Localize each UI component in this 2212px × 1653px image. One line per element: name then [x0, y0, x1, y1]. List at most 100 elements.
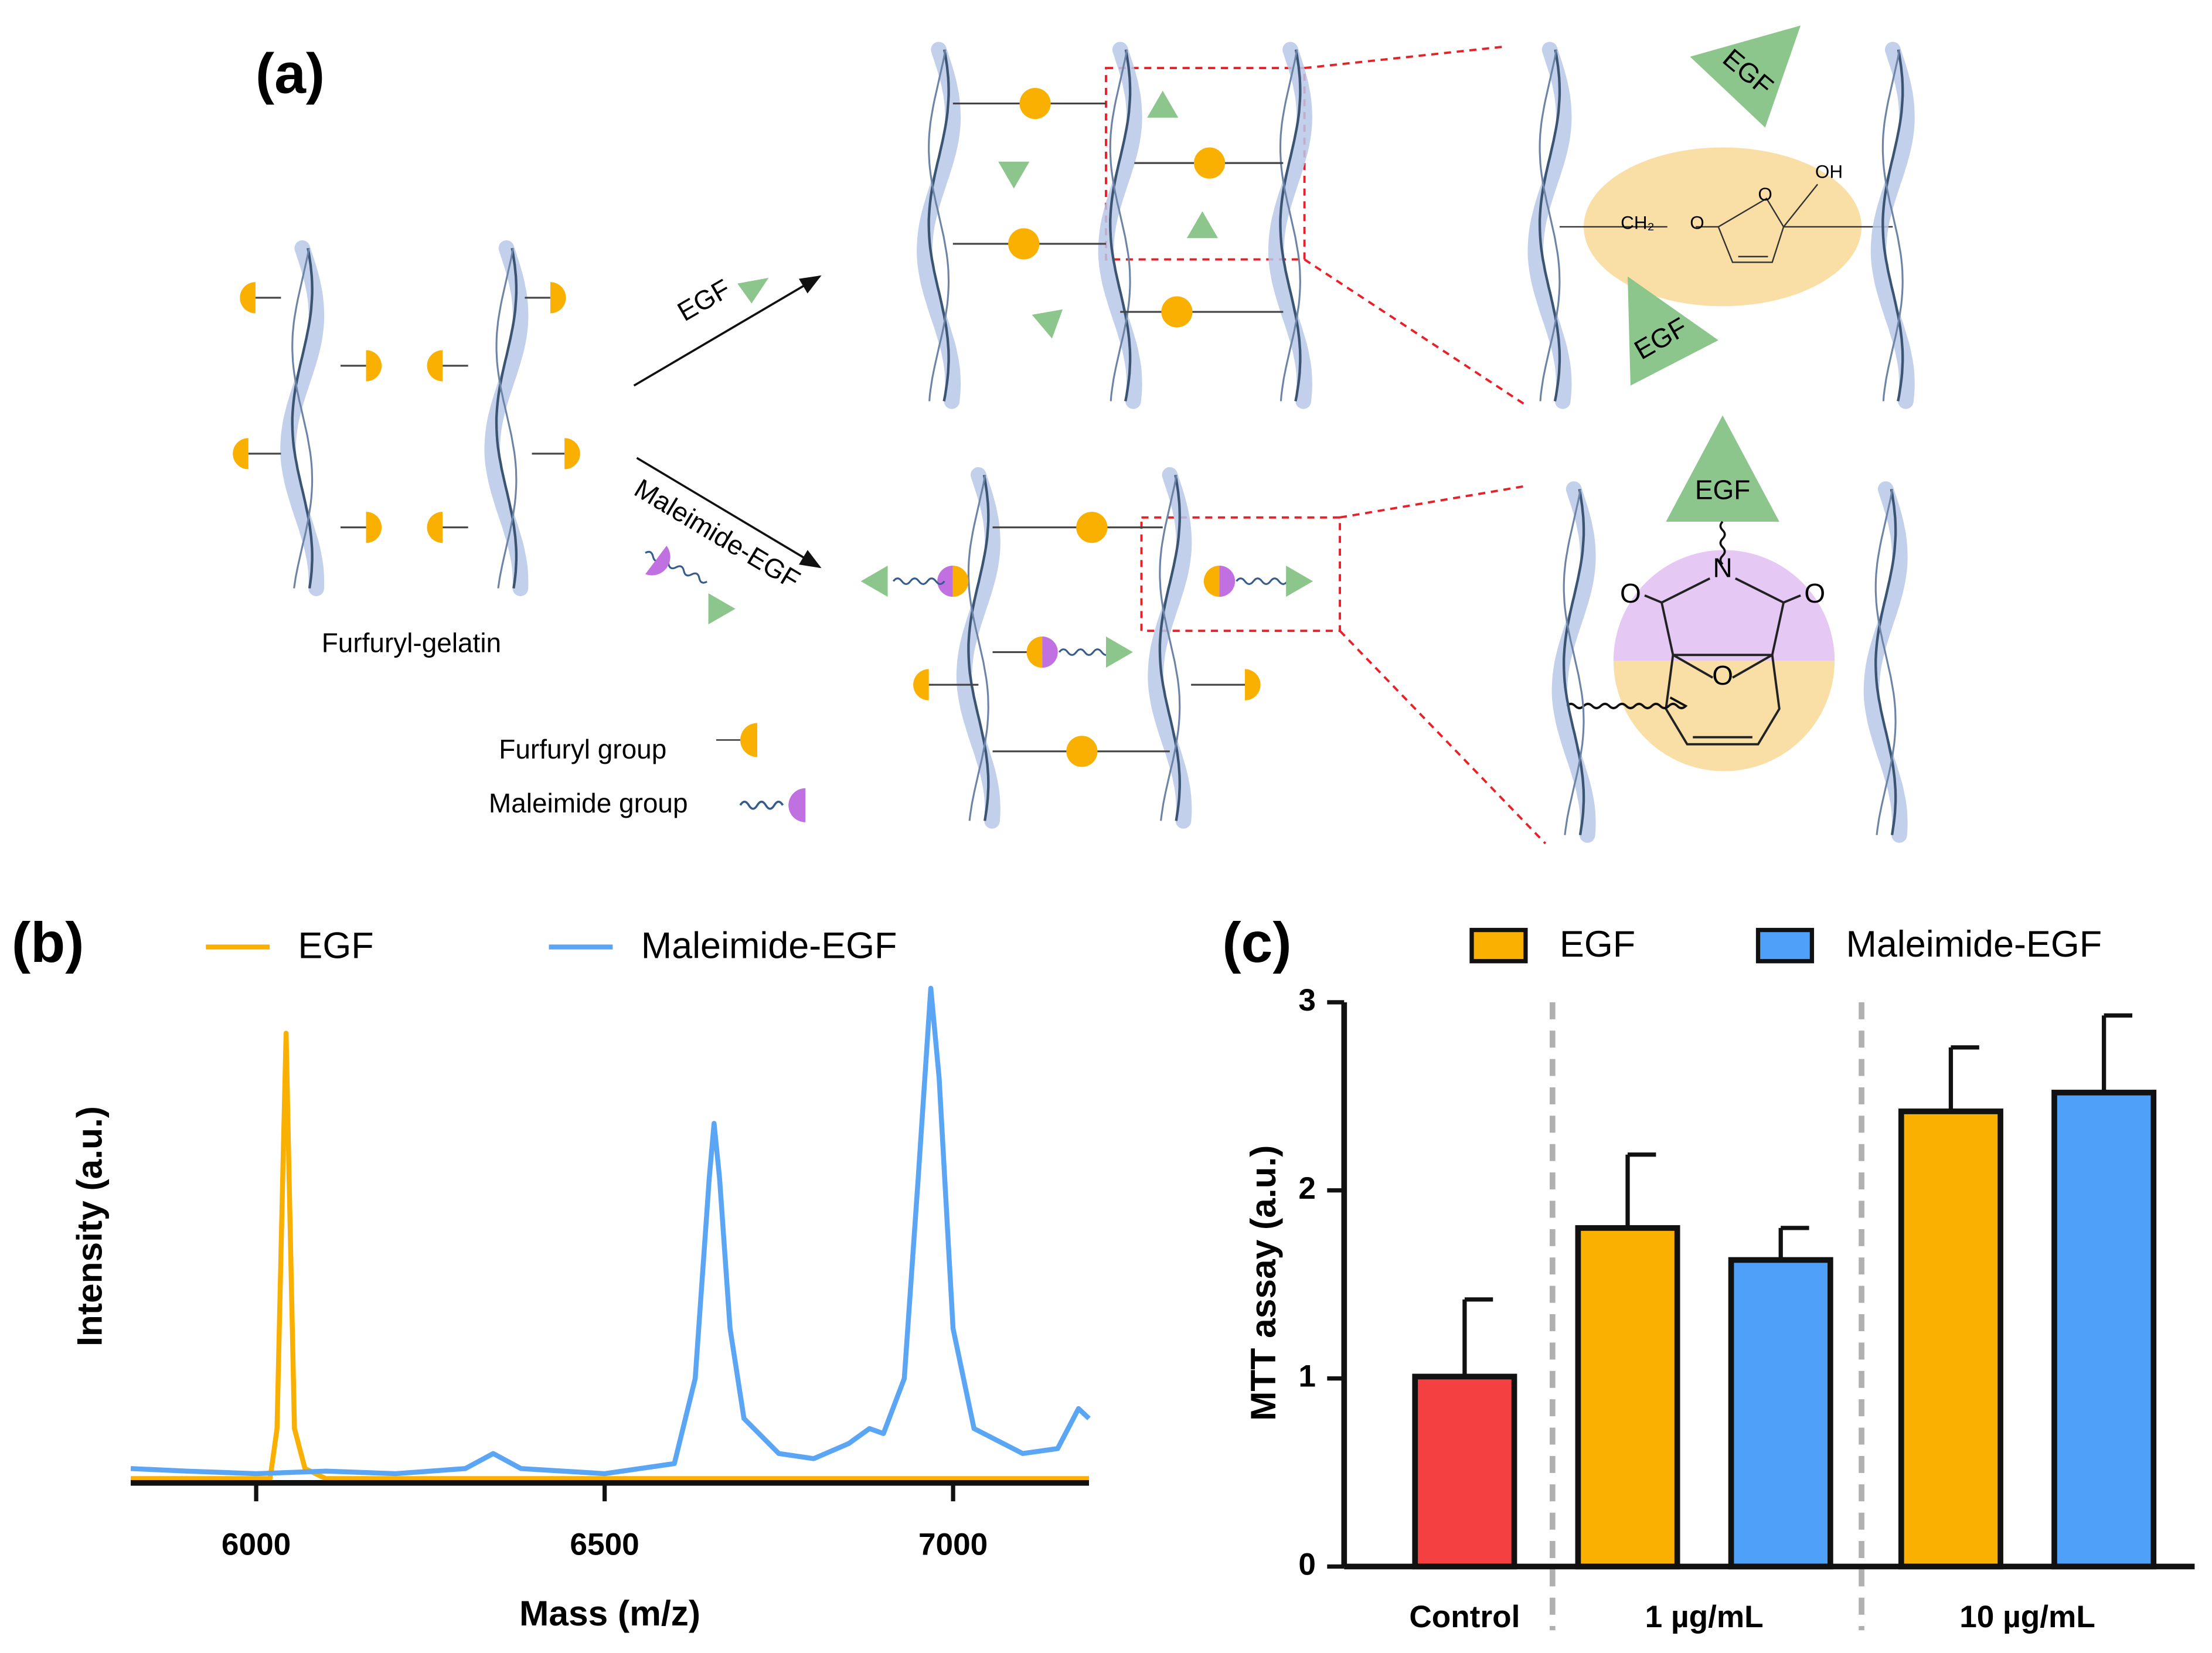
diagram-label: Furfuryl-gelatin — [322, 628, 501, 658]
gelatin-strand — [1874, 489, 1897, 835]
x-axis-title: Mass (m/z) — [519, 1593, 700, 1633]
gelatin-strand — [1874, 489, 1897, 835]
group-symbol — [937, 565, 953, 597]
chem-label: O — [1690, 212, 1704, 233]
group-symbol — [233, 438, 249, 470]
group-symbol — [240, 282, 256, 314]
group-symbol — [366, 350, 382, 382]
group-symbol — [1245, 669, 1261, 700]
gelatin-strand — [1563, 489, 1585, 835]
y-tick-label: 2 — [1298, 1171, 1316, 1206]
linker — [1719, 521, 1726, 565]
x-tick-label: 1 µg/mL — [1645, 1600, 1764, 1634]
bar — [1728, 1257, 1833, 1570]
chem-label: O — [1712, 660, 1733, 691]
x-tick-label: 10 µg/mL — [1959, 1600, 2095, 1634]
legend-swatch — [1755, 927, 1815, 964]
gelatin-strand — [928, 49, 950, 402]
x-tick-label: Control — [1409, 1600, 1520, 1634]
gelatin-strand — [1109, 49, 1132, 402]
bar — [1898, 1108, 2003, 1570]
panel-label: (c) — [1222, 910, 1291, 974]
linker — [645, 550, 707, 584]
group-symbol — [1219, 565, 1236, 597]
egf-triangle — [998, 161, 1030, 189]
y-axis-title: MTT assay (a.u.) — [1243, 1145, 1283, 1421]
group-symbol — [913, 669, 929, 700]
bar — [1575, 1225, 1680, 1570]
y-tick-label: 0 — [1298, 1547, 1316, 1582]
chem-label: O — [1758, 184, 1772, 205]
chem-label: OH — [1815, 161, 1843, 182]
bar — [2051, 1090, 2157, 1570]
egf-triangle — [1286, 565, 1313, 597]
group-symbol — [645, 546, 671, 576]
legend-text: Maleimide-EGF — [641, 926, 897, 967]
group-symbol — [1203, 565, 1220, 597]
maleimide-link — [739, 800, 784, 810]
furfuryl-symbol — [740, 723, 758, 757]
chem-label: O — [1620, 578, 1641, 608]
adduct-structure — [1566, 577, 1801, 746]
gelatin-strand — [291, 247, 314, 589]
egf-triangle — [1147, 90, 1179, 118]
gelatin-strand — [1563, 489, 1585, 835]
egf-triangle — [1628, 276, 1718, 386]
label-bg — [1667, 212, 1696, 239]
gelatin-strand — [927, 49, 950, 402]
maleimide-symbol — [788, 788, 806, 822]
panel-label: (a) — [256, 42, 325, 106]
group-symbol — [427, 512, 443, 543]
triangle-label: EGF — [1695, 474, 1750, 505]
legend-text: EGF — [298, 926, 373, 967]
arrow — [633, 275, 822, 387]
legend-text: Maleimide group — [489, 788, 688, 818]
crosslink — [1076, 512, 1108, 543]
crosslink — [1019, 87, 1051, 120]
group-symbol — [550, 282, 566, 314]
y-tick-label: 3 — [1298, 983, 1316, 1018]
panel-label: (b) — [12, 910, 84, 974]
bar — [1412, 1373, 1517, 1570]
gelatin-strand — [1279, 49, 1301, 402]
gelatin-strand — [495, 247, 518, 589]
legend-text: Maleimide-EGF — [1846, 924, 2102, 965]
bond — [1783, 183, 1819, 227]
gelatin-strand — [1279, 49, 1302, 402]
gelatin-strand — [1538, 49, 1561, 402]
y-axis-title: Intensity (a.u.) — [70, 1106, 110, 1346]
gelatin-strand — [956, 467, 1000, 829]
legend-text: EGF — [1560, 924, 1635, 965]
group-symbol — [564, 438, 580, 470]
gelatin-strand — [1158, 474, 1181, 821]
crosslink — [1066, 736, 1098, 767]
furan-ring — [1717, 197, 1785, 263]
group-symbol — [427, 350, 443, 382]
egf-triangle — [1032, 309, 1063, 339]
egf-triangle — [1690, 25, 1801, 128]
chem-label: CH₂ — [1621, 212, 1655, 233]
gelatin-strand — [1159, 474, 1181, 821]
group-symbol — [1042, 636, 1058, 668]
egf-triangle — [1106, 636, 1133, 668]
gelatin-strand — [1148, 467, 1192, 829]
group-symbol — [952, 565, 969, 597]
crosslink — [1161, 296, 1193, 328]
gelatin-strand — [967, 474, 990, 821]
linker — [1058, 648, 1111, 656]
x-tick-label: 7000 — [918, 1528, 988, 1562]
crosslink — [1008, 228, 1040, 260]
legend-swatch — [1469, 927, 1528, 964]
x-tick-label: 6500 — [570, 1528, 639, 1562]
linker — [1236, 577, 1288, 585]
arrow — [636, 457, 822, 569]
gelatin-strand — [1551, 481, 1596, 843]
gelatin-strand — [1881, 49, 1904, 402]
egf-triangle — [1186, 211, 1219, 239]
gelatin-strand — [291, 247, 314, 589]
x-tick-label: 6000 — [222, 1528, 291, 1562]
y-tick-label: 1 — [1298, 1359, 1316, 1394]
chem-label: N — [1713, 552, 1732, 583]
group-symbol — [1026, 636, 1043, 668]
group-symbol — [366, 512, 382, 543]
